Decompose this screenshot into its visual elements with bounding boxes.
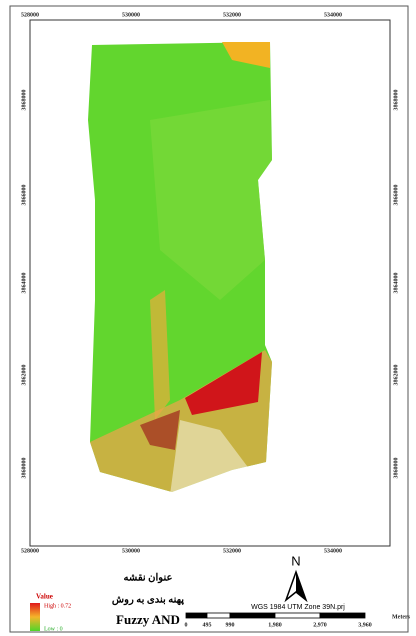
map-title: عنوان نقشه [124, 572, 173, 583]
left-tick-label: 3860000 [21, 458, 27, 479]
scale-segment [207, 613, 230, 618]
scale-label: 495 [203, 622, 212, 628]
scale-segment [320, 613, 365, 618]
legend-low: Low : 0 [44, 626, 63, 632]
right-tick-label: 3862000 [393, 365, 399, 386]
map-area [88, 42, 272, 500]
bottom-tick-label: 528000 [21, 548, 39, 554]
left-tick-label: 3864000 [21, 273, 27, 294]
scale-segment [275, 613, 320, 618]
projection: WGS 1984 UTM Zone 39N.prj [251, 604, 345, 611]
top-tick-label: 530000 [122, 12, 140, 18]
scale-label: 990 [226, 622, 235, 628]
right-tick-label: 3868000 [393, 90, 399, 111]
scale-label: 0 [185, 622, 188, 628]
top-tick-label: 532000 [223, 12, 241, 18]
map-subtitle: پهنه بندی به روش [112, 594, 184, 605]
bottom-tick-label: 532000 [223, 548, 241, 554]
method-title: Fuzzy AND [116, 612, 180, 627]
bottom-tick-label: 530000 [122, 548, 140, 554]
legend-title: Value [36, 593, 53, 601]
north-label: N [291, 553, 300, 568]
right-tick-label: 3866000 [393, 185, 399, 206]
top-tick-label: 534000 [324, 12, 342, 18]
scale-segment [186, 613, 207, 618]
top-tick-label: 528000 [21, 12, 39, 18]
right-tick-label: 3860000 [393, 458, 399, 479]
left-tick-label: 3868000 [21, 90, 27, 111]
legend-ramp [30, 603, 40, 631]
right-tick-label: 3864000 [393, 273, 399, 294]
scale-label: 3,960 [358, 622, 372, 628]
scale-label: 1,980 [268, 622, 282, 628]
scale-unit: Meters [392, 614, 411, 620]
scale-bar: 0 495 990 1,980 2,970 3,960 Meters [185, 613, 411, 628]
left-tick-label: 3862000 [21, 365, 27, 386]
scale-segment [230, 613, 275, 618]
bottom-tick-label: 534000 [324, 548, 342, 554]
scale-label: 2,970 [313, 622, 327, 628]
legend-high: High : 0.72 [44, 603, 71, 609]
map-page: Value High : 0.72 Low : 0 عنوان نقشه پهن… [0, 0, 416, 636]
left-tick-label: 3866000 [21, 185, 27, 206]
